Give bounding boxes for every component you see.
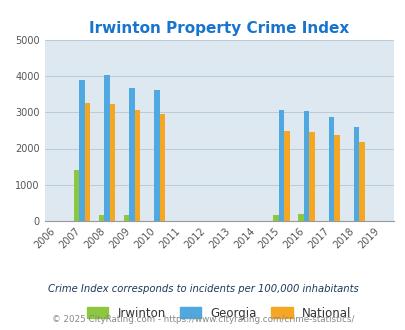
Bar (98, 215, 104, 221)
Text: © 2025 CityRating.com - https://www.cityrating.com/crime-statistics/: © 2025 CityRating.com - https://www.city… (51, 315, 354, 324)
Bar (303, 112, 309, 221)
Legend: Irwinton, Georgia, National: Irwinton, Georgia, National (83, 303, 354, 323)
Bar (159, 114, 165, 221)
Bar (129, 88, 134, 221)
Bar (309, 132, 314, 221)
Bar (124, 215, 129, 221)
Bar (328, 116, 333, 221)
Text: Crime Index corresponds to incidents per 100,000 inhabitants: Crime Index corresponds to incidents per… (47, 284, 358, 294)
Bar (278, 110, 284, 221)
Bar (85, 103, 90, 221)
Bar (284, 131, 289, 221)
Title: Irwinton Property Crime Index: Irwinton Property Crime Index (89, 21, 349, 36)
Bar (109, 104, 115, 221)
Bar (333, 135, 339, 221)
Bar (298, 214, 303, 221)
Bar (353, 127, 358, 221)
Bar (358, 142, 364, 221)
Bar (104, 75, 109, 221)
Bar (134, 110, 140, 221)
Bar (154, 90, 159, 221)
Bar (79, 80, 85, 221)
Bar (74, 170, 79, 221)
Bar (273, 215, 278, 221)
